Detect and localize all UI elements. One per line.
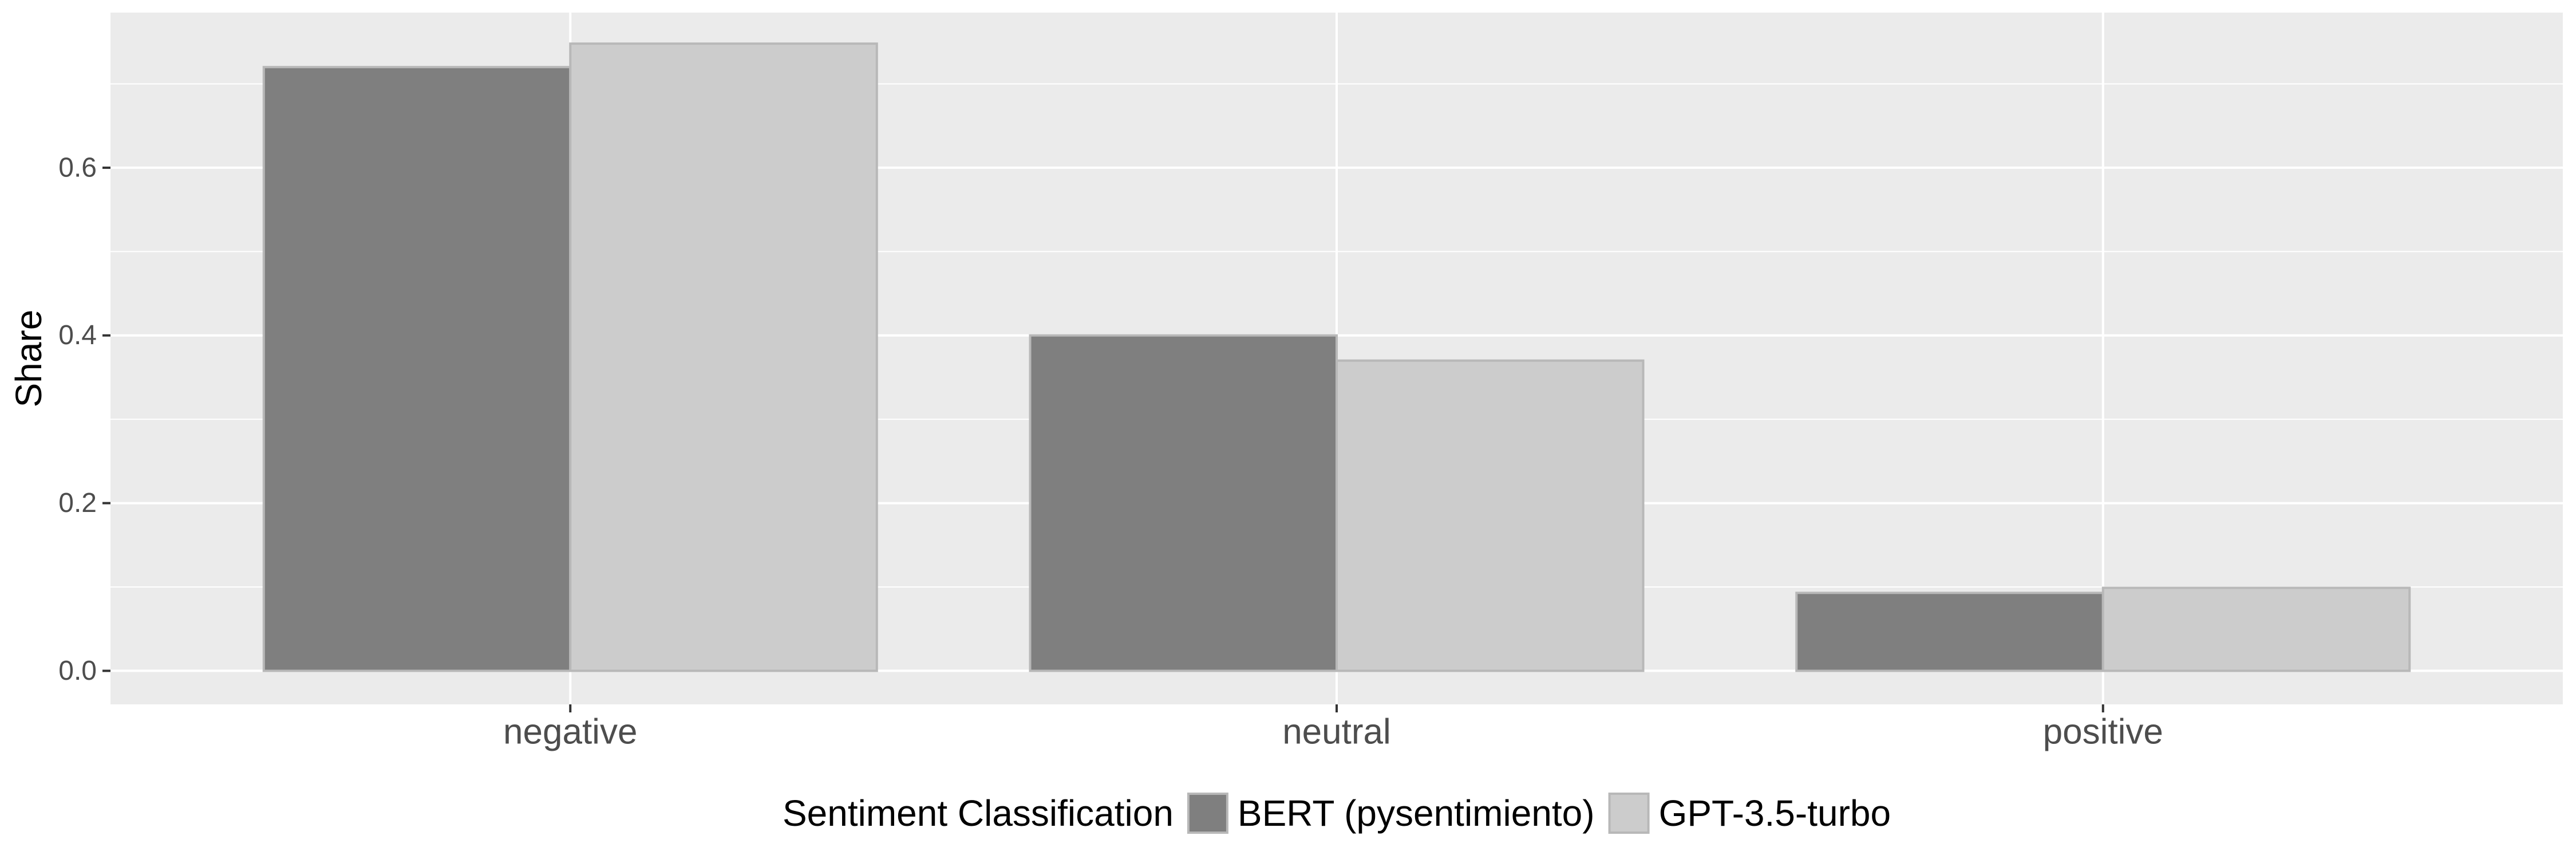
- y-tick-label: 0.0: [58, 656, 97, 686]
- legend-label-series-1: BERT (pysentimiento): [1238, 793, 1595, 834]
- bar-neutral-series-2: [1336, 359, 1645, 672]
- bar-neutral-series-1: [1029, 334, 1338, 672]
- legend-title: Sentiment Classification: [783, 793, 1174, 834]
- y-axis-title: Share: [8, 310, 49, 408]
- bar-negative-series-2: [569, 42, 878, 672]
- legend-key-series-1: [1187, 793, 1228, 834]
- x-tick-label: negative: [503, 712, 637, 752]
- x-axis: negative neutral positive: [503, 704, 2163, 752]
- legend-label-series-2: GPT-3.5-turbo: [1659, 793, 1891, 834]
- bars: [262, 42, 2411, 672]
- y-tick-label: 0.2: [58, 488, 97, 518]
- y-tick-label: 0.6: [58, 152, 97, 183]
- y-axis: 0.0 0.2 0.4 0.6: [58, 152, 110, 686]
- bar-positive-series-1: [1795, 592, 2104, 672]
- bar-negative-series-1: [262, 66, 572, 672]
- bar-positive-series-2: [2101, 586, 2411, 672]
- legend: Sentiment Classification BERT (pysentimi…: [783, 793, 1891, 834]
- x-tick-label: positive: [2043, 712, 2163, 752]
- x-tick-label: neutral: [1282, 712, 1391, 752]
- legend-key-series-2: [1608, 793, 1650, 834]
- y-tick-label: 0.4: [58, 320, 97, 350]
